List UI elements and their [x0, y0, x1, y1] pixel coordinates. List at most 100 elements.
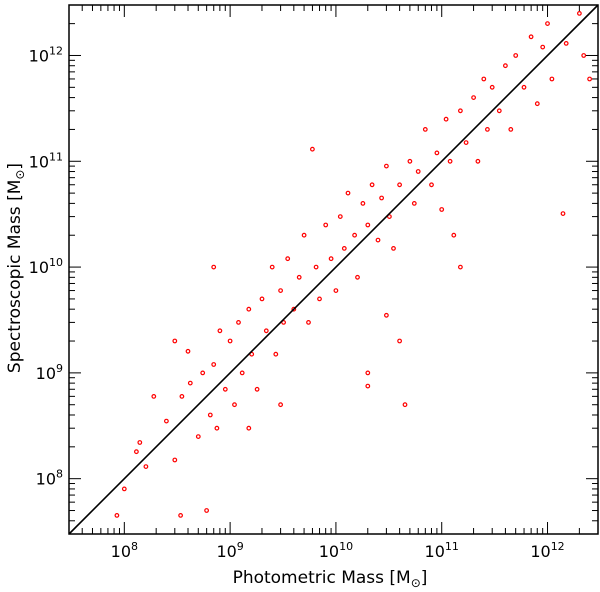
- data-point: [310, 146, 315, 152]
- data-point: [254, 386, 260, 392]
- data-point: [458, 264, 463, 270]
- y-tick-label: 1010: [29, 256, 63, 277]
- data-point: [508, 126, 514, 132]
- data-point: [384, 312, 389, 318]
- data-point: [439, 207, 445, 212]
- x-axis-title: Photometric Mass [M⊙]: [233, 568, 428, 590]
- data-point: [503, 63, 508, 69]
- data-point: [179, 394, 185, 399]
- data-point: [214, 425, 220, 431]
- data-point: [185, 348, 191, 354]
- data-point: [133, 449, 139, 455]
- one-to-one-line: [68, 4, 599, 535]
- data-point: [178, 513, 184, 518]
- data-point: [263, 328, 269, 334]
- data-point: [217, 328, 223, 334]
- y-tick-label: 1012: [29, 44, 63, 65]
- data-point: [513, 53, 519, 58]
- data-point: [443, 116, 449, 122]
- data-point: [458, 108, 463, 114]
- data-point: [195, 434, 201, 440]
- data-point: [355, 274, 360, 280]
- data-point: [422, 126, 428, 132]
- data-point: [369, 182, 375, 188]
- y-tick-label: 108: [36, 468, 63, 489]
- x-tick-label: 1011: [425, 540, 459, 561]
- data-point: [365, 222, 371, 228]
- data-point: [341, 245, 347, 251]
- data-point: [137, 440, 143, 445]
- tick-labels: 108 109 1010 1011 1012 108 109 1010 1011 1012: [29, 44, 565, 561]
- data-point: [313, 264, 319, 270]
- data-point: [306, 320, 311, 325]
- data-point: [333, 288, 339, 294]
- data-point: [328, 256, 334, 262]
- x-tick-label: 109: [216, 540, 243, 561]
- data-point: [227, 338, 233, 344]
- data-point: [528, 34, 534, 40]
- data-point: [211, 362, 217, 367]
- plot-frame: [68, 4, 599, 535]
- data-point: [236, 320, 241, 325]
- data-point: [496, 108, 502, 114]
- axis-ticks: [68, 4, 599, 535]
- data-point: [397, 182, 403, 188]
- data-point: [407, 158, 413, 164]
- data-point: [384, 163, 389, 169]
- data-point: [411, 200, 417, 206]
- data-point: [187, 380, 193, 386]
- data-point: [259, 296, 265, 302]
- data-point: [273, 351, 279, 357]
- data-point: [114, 513, 120, 518]
- data-point: [172, 338, 178, 344]
- data-point: [211, 264, 217, 270]
- data-point: [587, 76, 592, 82]
- data-point: [447, 158, 453, 164]
- data-point: [163, 418, 169, 424]
- sun-symbol-icon: ⊙: [411, 576, 421, 590]
- data-point: [563, 41, 569, 46]
- data-point: [337, 214, 343, 220]
- data-point: [540, 44, 546, 50]
- data-point: [375, 237, 381, 243]
- data-point: [172, 457, 178, 463]
- data-point: [379, 195, 385, 201]
- y-axis-title: Spectroscopic Mass [M⊙]: [5, 163, 27, 373]
- data-point: [222, 386, 228, 392]
- data-point: [489, 84, 495, 90]
- y-tick-label: 1011: [29, 150, 63, 171]
- sun-symbol-icon: ⊙: [13, 170, 27, 180]
- data-point: [239, 370, 245, 376]
- data-point: [269, 264, 275, 270]
- data-point: [200, 370, 206, 376]
- data-point: [475, 158, 481, 164]
- data-point: [345, 190, 351, 196]
- data-point: [352, 232, 358, 238]
- x-tick-label: 1010: [319, 540, 353, 561]
- data-point: [429, 182, 434, 188]
- data-point: [291, 306, 297, 312]
- data-point: [143, 464, 149, 470]
- data-point: [560, 211, 566, 217]
- data-point: [232, 402, 237, 408]
- data-point: [534, 101, 540, 107]
- x-tick-label: 108: [111, 540, 138, 561]
- y-tick-label: 109: [36, 362, 63, 383]
- x-tick-label: 1012: [530, 540, 564, 561]
- data-point: [577, 10, 582, 16]
- data-point: [365, 383, 371, 389]
- data-point: [281, 320, 287, 325]
- data-point: [471, 95, 477, 100]
- data-point: [451, 232, 457, 238]
- data-point: [463, 140, 469, 146]
- data-point: [365, 370, 371, 376]
- data-point: [415, 169, 421, 174]
- data-point: [121, 486, 127, 492]
- data-point: [204, 508, 210, 513]
- data-point: [278, 402, 284, 408]
- data-point: [397, 338, 403, 344]
- data-point: [323, 222, 329, 228]
- data-points: [114, 10, 592, 518]
- data-point: [402, 402, 408, 408]
